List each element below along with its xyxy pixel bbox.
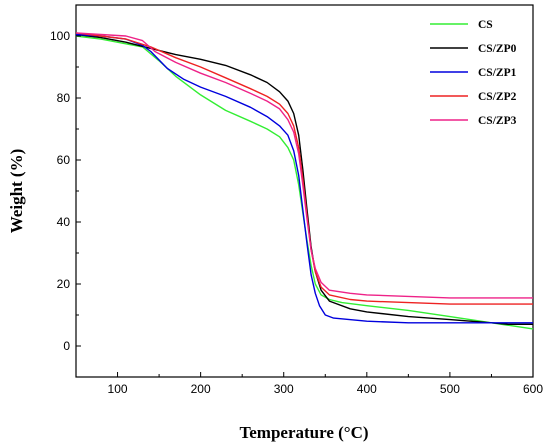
legend-label: CS/ZP2 — [478, 91, 517, 103]
series-layer — [75, 32, 534, 330]
x-tick-label: 400 — [357, 382, 377, 396]
y-tick-label: 20 — [57, 277, 71, 291]
x-tick-label: 100 — [108, 382, 128, 396]
x-axis-ticks: 100 200 300 400 500 600 — [75, 372, 543, 396]
series-line-cs-zp0 — [75, 33, 533, 325]
x-tick-label: 600 — [523, 382, 543, 396]
legend: CS CS/ZP0 CS/ZP1 CS/ZP2 CS/ZP3 — [430, 19, 517, 127]
y-tick-label: 100 — [50, 29, 70, 43]
y-tick-label: 0 — [63, 339, 70, 353]
y-tick-label: 40 — [57, 215, 71, 229]
x-axis-title: Temperature (°C) — [239, 423, 368, 442]
x-tick-label: 200 — [191, 382, 211, 396]
series-line-cs-zp2 — [75, 32, 533, 305]
y-tick-label: 80 — [57, 91, 71, 105]
y-axis-ticks: 0 20 40 60 80 100 — [50, 4, 81, 378]
legend-label: CS/ZP3 — [478, 115, 517, 127]
legend-label: CS/ZP1 — [478, 67, 517, 79]
x-tick-label: 300 — [274, 382, 294, 396]
y-axis-title: Weight (%) — [7, 149, 26, 234]
series-line-cs-zp1 — [75, 33, 533, 324]
legend-label: CS/ZP0 — [478, 43, 517, 55]
legend-label: CS — [478, 19, 493, 31]
y-tick-label: 60 — [57, 153, 71, 167]
x-tick-label: 500 — [440, 382, 460, 396]
series-line-cs-zp3 — [75, 32, 533, 299]
